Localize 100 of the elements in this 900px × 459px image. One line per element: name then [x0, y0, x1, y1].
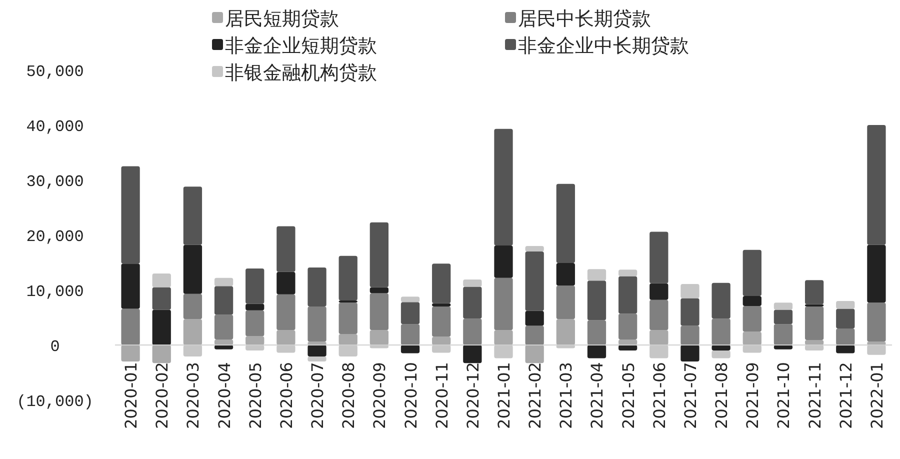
legend-label: 居民短期贷款 [225, 8, 339, 30]
bar [432, 264, 451, 304]
bar [836, 328, 855, 345]
bar [463, 345, 482, 364]
bar [680, 298, 700, 326]
bar [556, 184, 575, 264]
y-tick-label: 30,000 [26, 173, 84, 191]
bar [246, 304, 264, 310]
bar [463, 280, 482, 287]
bar [152, 287, 171, 310]
bar [370, 330, 389, 345]
x-tick-label: 2020-03 [184, 362, 203, 429]
bar [525, 310, 544, 326]
x-tick-label: 2022-01 [867, 362, 886, 429]
bar [804, 306, 824, 340]
bar [867, 244, 886, 303]
legend-label: 非金企业短期贷款 [225, 35, 377, 57]
bar [618, 276, 638, 314]
bar [152, 345, 171, 364]
y-tick-label: 10,000 [26, 283, 84, 301]
legend-label: 非银金融机构贷款 [225, 62, 377, 84]
bar [836, 345, 855, 354]
bar [742, 250, 762, 296]
x-tick-label: 2020-04 [214, 362, 234, 429]
bar [463, 318, 482, 345]
bar [712, 350, 730, 358]
bar [804, 280, 824, 304]
bar [774, 310, 793, 324]
bar [867, 125, 886, 245]
bar [618, 314, 638, 340]
bar [742, 296, 762, 306]
y-tick-label: 50,000 [26, 63, 84, 81]
bar [774, 324, 793, 345]
bar [742, 332, 762, 345]
bar [276, 294, 296, 330]
bar [650, 283, 668, 300]
bar [338, 302, 358, 334]
bar [183, 294, 202, 320]
y-tick-label: 20,000 [26, 228, 84, 246]
bar [432, 303, 451, 306]
bar [680, 326, 700, 345]
x-tick-label: 2021-04 [588, 362, 607, 429]
bar [432, 306, 451, 337]
bar [650, 232, 668, 284]
x-tick-label: 2021-06 [650, 362, 669, 429]
y-tick-label: (10,000) [16, 393, 94, 411]
bar [556, 286, 575, 320]
bar [308, 267, 326, 306]
bar [338, 334, 358, 345]
bar [276, 272, 296, 294]
bar [121, 308, 140, 345]
bar [587, 269, 606, 281]
bar [183, 186, 202, 245]
bar [370, 222, 389, 288]
bar [525, 326, 544, 345]
bar [494, 330, 513, 345]
x-tick-label: 2020-02 [152, 362, 172, 429]
x-tick-label: 2020-11 [432, 362, 452, 429]
bar [246, 336, 264, 345]
x-tick-label: 2021-01 [494, 362, 514, 429]
bar [525, 246, 544, 252]
y-tick-label: 40,000 [26, 118, 84, 136]
bar [370, 293, 389, 330]
x-tick-label: 2020-09 [370, 362, 390, 429]
x-tick-label: 2021-07 [680, 362, 700, 429]
bar [742, 306, 762, 332]
x-tick-label: 2020-10 [401, 362, 420, 429]
x-tick-label: 2021-08 [712, 362, 732, 429]
bar [276, 330, 296, 345]
bar [712, 345, 730, 350]
x-tick-label: 2021-10 [774, 362, 794, 429]
legend-label: 居民中长期贷款 [518, 8, 651, 30]
bar [618, 270, 638, 276]
bar [183, 244, 202, 294]
bar [338, 256, 358, 300]
bar [525, 345, 544, 364]
bar [246, 268, 264, 304]
bar [214, 278, 234, 286]
bar [712, 282, 730, 319]
bar [276, 226, 296, 272]
x-tick-label: 2020-07 [308, 362, 328, 429]
bar [308, 306, 326, 342]
bar [121, 264, 140, 309]
bar [400, 345, 420, 354]
x-tick-label: 2021-03 [556, 362, 576, 429]
bar [463, 286, 482, 319]
bar [308, 356, 326, 362]
bar [867, 302, 886, 342]
bar [650, 330, 668, 345]
bar [712, 318, 730, 345]
x-tick-label: 2020-05 [246, 362, 265, 429]
bar [432, 336, 451, 345]
y-tick-label: 0 [50, 338, 60, 356]
bar [836, 301, 855, 309]
bar [121, 166, 140, 264]
bar [152, 310, 171, 345]
bar [400, 302, 420, 324]
bar [587, 320, 606, 345]
bar [556, 263, 575, 286]
bar [308, 345, 326, 357]
